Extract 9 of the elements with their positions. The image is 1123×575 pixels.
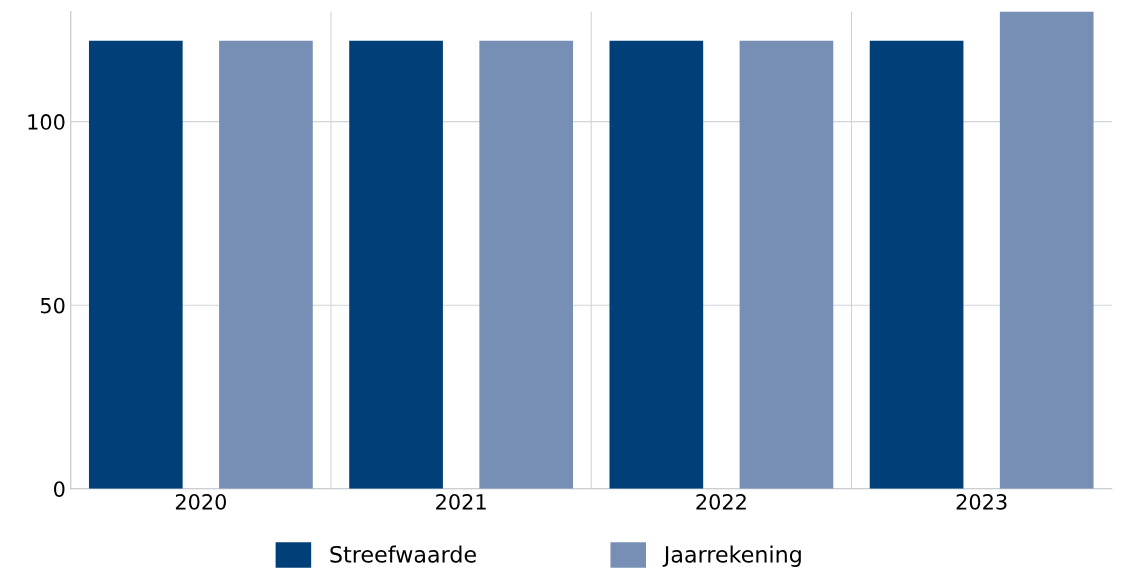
y-tick-label: 50 bbox=[40, 297, 65, 314]
y-tick-label: 100 bbox=[28, 114, 65, 130]
x-tick-label: 2021 bbox=[436, 493, 486, 510]
legend-label: Streefwaarde bbox=[330, 545, 476, 563]
x-tick-label: 2020 bbox=[175, 493, 226, 510]
x-tick-label: 2023 bbox=[956, 493, 1007, 510]
y-tick-label: 0 bbox=[54, 481, 65, 497]
x-tick-label: 2022 bbox=[696, 493, 746, 510]
legend-label: Jaarrekening bbox=[662, 545, 801, 567]
